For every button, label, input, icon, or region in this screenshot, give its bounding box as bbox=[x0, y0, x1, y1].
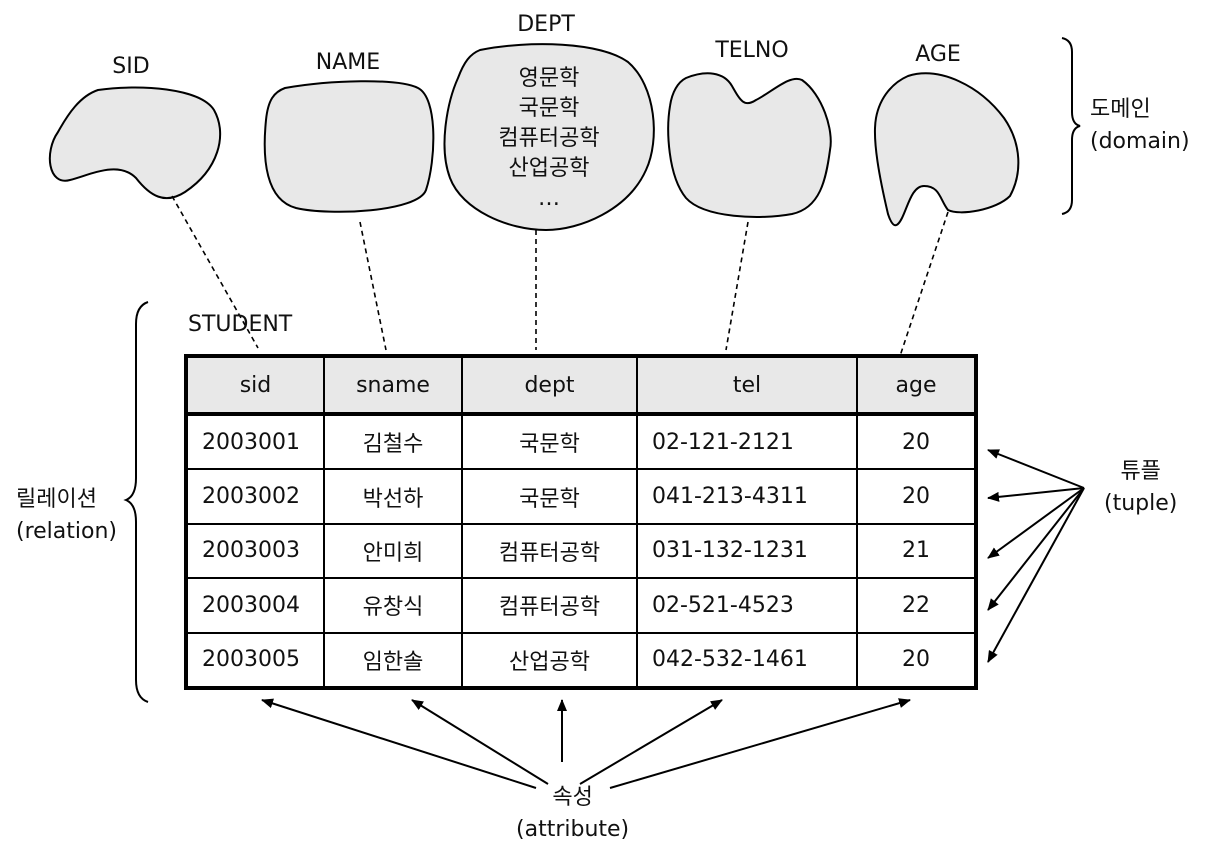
dept-value: 산업공학 bbox=[508, 156, 590, 181]
domain-dept-shape bbox=[443, 43, 655, 232]
link-name bbox=[359, 221, 387, 351]
cell-dept: 국문학 bbox=[461, 468, 638, 525]
cell-dept: 컴퓨터공학 bbox=[461, 577, 638, 634]
cell-age: 20 bbox=[856, 631, 977, 690]
tuple-caption: 튜플 (tuple) bbox=[1104, 456, 1177, 520]
header-row: sid sname dept tel age bbox=[185, 355, 977, 416]
table-name: STUDENT bbox=[188, 312, 293, 337]
cell-age: 22 bbox=[856, 577, 977, 634]
dept-domain-values: 영문학 국문학 컴퓨터공학 산업공학 … bbox=[498, 64, 599, 214]
column-header-dept: dept bbox=[461, 355, 638, 416]
domain-telno-shape bbox=[667, 72, 832, 218]
table-row: 2003005 임한솔 산업공학 042-532-1461 20 bbox=[185, 631, 977, 690]
dept-value: 국문학 bbox=[518, 96, 580, 121]
tuple-arrow-4 bbox=[987, 487, 1085, 611]
column-header-sname: sname bbox=[323, 355, 463, 416]
link-age bbox=[897, 211, 949, 363]
cell-sname: 임한솔 bbox=[323, 631, 463, 690]
cell-tel: 042-532-1461 bbox=[636, 631, 858, 690]
attribute-arrows bbox=[261, 698, 911, 789]
cell-sname: 유창식 bbox=[323, 577, 463, 634]
column-header-tel: tel bbox=[636, 355, 858, 416]
domain-caption-en: (domain) bbox=[1090, 129, 1190, 154]
domain-caption-ko: 도메인 bbox=[1090, 97, 1151, 122]
table-row: 2003003 안미희 컴퓨터공학 031-132-1231 21 bbox=[185, 522, 977, 580]
cell-sid: 2003003 bbox=[185, 522, 325, 580]
cell-sid: 2003004 bbox=[185, 577, 325, 634]
domain-label-name: NAME bbox=[315, 50, 381, 75]
table-row: 2003002 박선하 국문학 041-213-4311 20 bbox=[185, 468, 977, 525]
column-header-sid: sid bbox=[185, 355, 325, 416]
column-header-age: age bbox=[856, 355, 977, 416]
domain-sid-shape bbox=[48, 86, 222, 200]
cell-dept: 컴퓨터공학 bbox=[461, 522, 638, 580]
relation-brace bbox=[123, 301, 149, 703]
cell-sid: 2003001 bbox=[185, 412, 325, 471]
domain-age-shape bbox=[873, 72, 1020, 227]
relation-caption: 릴레이션 (relation) bbox=[16, 484, 117, 548]
table-row: 2003001 김철수 국문학 02-121-2121 20 bbox=[185, 412, 977, 471]
attribute-arrow-1 bbox=[261, 698, 537, 789]
dept-value: … bbox=[537, 186, 560, 211]
tuple-caption-ko: 튜플 bbox=[1120, 459, 1161, 484]
attribute-caption-en: (attribute) bbox=[516, 817, 630, 842]
cell-age: 21 bbox=[856, 522, 977, 580]
domain-brace bbox=[1061, 37, 1081, 215]
tuple-arrows bbox=[987, 449, 1085, 663]
student-table: sid sname dept tel age 2003001 김철수 국문학 0… bbox=[184, 354, 978, 690]
attribute-caption: 속성 (attribute) bbox=[516, 782, 629, 846]
tuple-arrow-2 bbox=[987, 487, 1085, 502]
dept-value: 컴퓨터공학 bbox=[498, 126, 600, 151]
domain-links bbox=[171, 195, 949, 363]
cell-age: 20 bbox=[856, 468, 977, 525]
cell-sname: 안미희 bbox=[323, 522, 463, 580]
relation-caption-en: (relation) bbox=[16, 519, 117, 544]
tuple-caption-en: (tuple) bbox=[1104, 491, 1178, 516]
tuple-arrow-5 bbox=[987, 487, 1085, 663]
tuple-arrow-1 bbox=[987, 449, 1085, 489]
link-sid bbox=[171, 195, 259, 349]
domain-label-telno: TELNO bbox=[715, 38, 789, 63]
cell-dept: 국문학 bbox=[461, 412, 638, 471]
domain-label-dept: DEPT bbox=[517, 12, 575, 37]
domain-caption: 도메인 (domain) bbox=[1090, 94, 1190, 158]
cell-tel: 031-132-1231 bbox=[636, 522, 858, 580]
domain-label-sid: SID bbox=[112, 54, 150, 79]
relation-caption-ko: 릴레이션 bbox=[16, 487, 97, 512]
cell-tel: 02-121-2121 bbox=[636, 412, 858, 471]
attribute-arrow-2 bbox=[411, 699, 549, 785]
table-row: 2003004 유창식 컴퓨터공학 02-521-4523 22 bbox=[185, 577, 977, 634]
cell-sname: 박선하 bbox=[323, 468, 463, 525]
attribute-caption-ko: 속성 bbox=[552, 785, 593, 810]
cell-tel: 02-521-4523 bbox=[636, 577, 858, 634]
link-telno bbox=[725, 221, 749, 351]
cell-tel: 041-213-4311 bbox=[636, 468, 858, 525]
attribute-arrow-4 bbox=[579, 699, 723, 785]
domain-name-shape bbox=[263, 80, 435, 213]
dept-value: 영문학 bbox=[518, 66, 580, 91]
cell-sid: 2003002 bbox=[185, 468, 325, 525]
attribute-arrow-5 bbox=[609, 698, 911, 789]
domain-label-age: AGE bbox=[915, 42, 961, 67]
tuple-arrow-3 bbox=[987, 487, 1085, 559]
cell-sid: 2003005 bbox=[185, 631, 325, 690]
cell-dept: 산업공학 bbox=[461, 631, 638, 690]
cell-sname: 김철수 bbox=[323, 412, 463, 471]
cell-age: 20 bbox=[856, 412, 977, 471]
